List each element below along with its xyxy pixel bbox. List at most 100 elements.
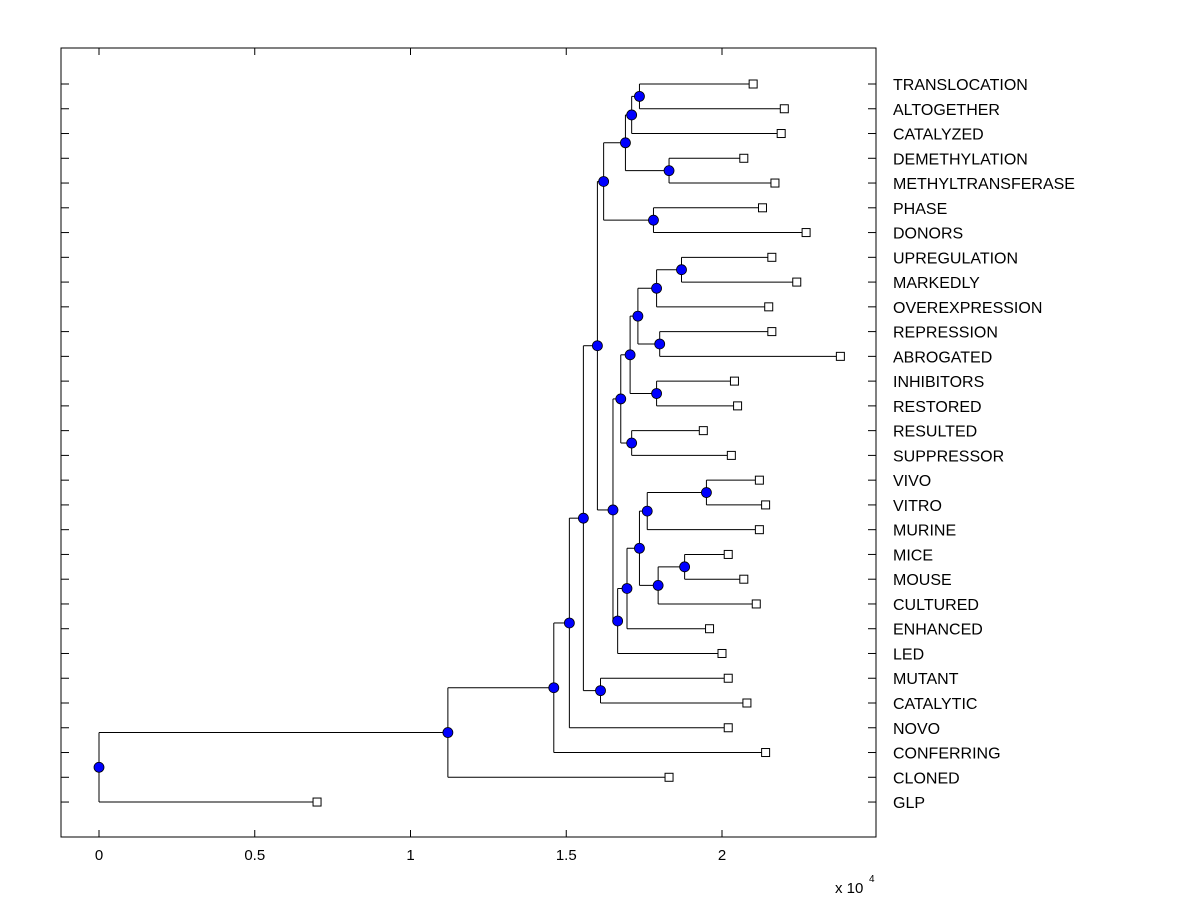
leaf-marker [312, 797, 322, 807]
leaf-label: MICE [893, 547, 933, 564]
merge-node [548, 682, 560, 694]
leaf-marker [801, 228, 811, 238]
leaf-marker [717, 648, 727, 658]
leaf-label: INHIBITORS [893, 374, 984, 391]
leaf-label: PHASE [893, 201, 947, 218]
leaf-marker [761, 500, 771, 510]
x-tick-label: 0.5 [244, 847, 265, 864]
leaf-label: MARKEDLY [893, 275, 980, 292]
leaf-marker [757, 203, 767, 213]
leaf-marker [835, 351, 845, 361]
leaf-label: OVEREXPRESSION [893, 300, 1042, 317]
merge-nodes [93, 90, 712, 773]
leaf-marker [723, 549, 733, 559]
leaf-label: DONORS [893, 226, 963, 243]
merge-node [652, 579, 664, 591]
leaf-marker [770, 178, 780, 188]
leaf-label: VIVO [893, 473, 931, 490]
merge-node [651, 388, 662, 399]
leaf-labels: TRANSLOCATION ALTOGETHER CATALYZED DEMETHYL… [893, 77, 1075, 812]
leaf-marker [767, 327, 777, 337]
leaf-marker [779, 104, 789, 114]
merge-node [620, 137, 631, 149]
leaf-marker [729, 376, 739, 386]
merge-node [93, 761, 105, 773]
leaf-label: MURINE [893, 523, 956, 540]
leaf-label: ABROGATED [893, 349, 992, 366]
dendrogram-links [98, 83, 841, 803]
leaf-label: GLP [893, 795, 925, 812]
leaf-markers [312, 79, 845, 807]
merge-node [577, 512, 589, 524]
x-multiplier-exponent: 4 [869, 874, 875, 885]
merge-node [634, 90, 645, 102]
leaf-marker [792, 277, 802, 287]
leaf-label: ENHANCED [893, 622, 983, 639]
leaf-marker [764, 302, 774, 312]
merge-node [679, 561, 691, 573]
merge-node [701, 487, 712, 498]
merge-node [595, 685, 606, 697]
x-tick-label: 1 [406, 847, 414, 864]
merge-node [648, 214, 659, 226]
leaf-marker [723, 723, 733, 733]
leaf-label: CONFERRING [893, 746, 1001, 763]
leaf-label: METHYLTRANSFERASE [893, 176, 1075, 193]
merge-node [626, 109, 638, 121]
leaf-marker [733, 401, 743, 411]
leaf-marker [767, 252, 777, 262]
leaf-marker [705, 624, 715, 634]
leaf-label: VITRO [893, 498, 942, 515]
x-tick-label: 1.5 [556, 847, 577, 864]
merge-node [676, 264, 687, 276]
merge-node [624, 349, 636, 361]
leaf-marker [739, 574, 749, 584]
leaf-marker [742, 698, 752, 708]
merge-node [563, 617, 575, 629]
leaf-label: CLONED [893, 770, 960, 787]
leaf-marker [664, 772, 674, 782]
merge-node [607, 504, 619, 516]
leaf-marker [723, 673, 733, 683]
leaf-marker [754, 475, 764, 485]
leaf-marker [748, 79, 758, 89]
leaf-label: RESTORED [893, 399, 982, 416]
x-multiplier-label: x 10 [835, 880, 863, 897]
leaf-label: REPRESSION [893, 325, 998, 342]
merge-node [651, 282, 662, 294]
x-axis: 0 0.5 1 1.5 2 [95, 48, 726, 864]
x-tick-label: 2 [718, 847, 726, 864]
merge-node [612, 615, 624, 627]
leaf-marker [754, 525, 764, 535]
x-tick-label: 0 [95, 847, 103, 864]
leaf-label: ALTOGETHER [893, 102, 1000, 119]
leaf-label: MOUSE [893, 572, 952, 589]
leaf-marker [726, 450, 736, 460]
leaf-marker [751, 599, 761, 609]
leaf-label: DEMETHYLATION [893, 151, 1028, 168]
y-tick-marks [61, 83, 876, 803]
leaf-label: CATALYZED [893, 127, 984, 144]
merge-node [615, 393, 627, 405]
merge-node [663, 165, 675, 177]
leaf-marker [698, 426, 708, 436]
leaf-label: CATALYTIC [893, 696, 977, 713]
leaf-label: LED [893, 646, 924, 663]
leaf-label: CULTURED [893, 597, 979, 614]
merge-node [621, 583, 633, 594]
merge-node [632, 310, 644, 322]
leaf-label: NOVO [893, 721, 940, 738]
plot-frame [60, 47, 877, 838]
merge-node [598, 176, 610, 187]
merge-node [442, 727, 454, 738]
leaf-label: SUPPRESSOR [893, 448, 1004, 465]
merge-node [634, 542, 645, 554]
merge-node [641, 505, 653, 517]
merge-node [626, 437, 638, 449]
leaf-marker [739, 153, 749, 163]
leaf-marker [761, 748, 771, 758]
leaf-label: MUTANT [893, 671, 959, 688]
leaf-label: UPREGULATION [893, 250, 1018, 267]
leaf-label: TRANSLOCATION [893, 77, 1028, 94]
